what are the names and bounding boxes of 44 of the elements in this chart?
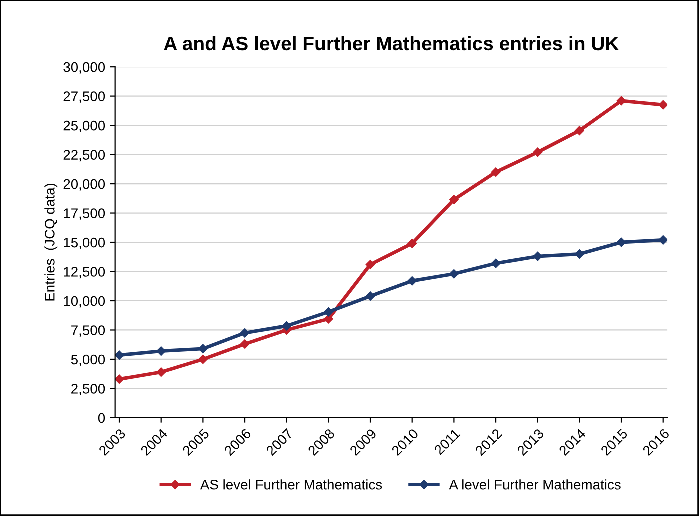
y-tick-label: 12,500 [64, 267, 106, 279]
point [324, 314, 334, 324]
y-tick-label: 5,000 [71, 354, 106, 366]
point [156, 368, 166, 377]
y-axis-title: Entries (JCQ data) [44, 184, 58, 301]
y-tick-label: 10,000 [64, 296, 106, 308]
y-tick-label: 0 [98, 413, 106, 424]
point [575, 126, 584, 136]
point [240, 328, 250, 338]
y-tick-label: 25,000 [64, 120, 106, 132]
point [282, 322, 292, 331]
legend-label: A level Further Mathematics [449, 480, 621, 490]
y-tick-label: 2,500 [72, 384, 106, 396]
point [450, 269, 459, 279]
point [156, 346, 166, 356]
point [616, 238, 626, 248]
point [240, 340, 250, 349]
point [491, 168, 501, 177]
y-tick-label: 20,000 [64, 179, 106, 191]
y-tick-label: 17,500 [64, 208, 106, 220]
legend-label: AS level Further Mathematics [200, 480, 382, 490]
point [408, 276, 417, 286]
point [575, 250, 584, 259]
point [324, 307, 334, 317]
point [450, 195, 459, 204]
point [115, 374, 124, 384]
point [366, 260, 376, 270]
y-tick-label: 15,000 [64, 238, 106, 250]
point [616, 96, 626, 106]
y-tick-label: 30,000 [64, 62, 106, 74]
point [366, 292, 376, 301]
y-tick-label: 7,500 [72, 326, 106, 338]
point [408, 239, 417, 248]
chart-title: A and AS level Further Mathematics entries in UK [164, 36, 620, 51]
y-tick-label: 22,500 [64, 150, 106, 162]
point [198, 344, 208, 354]
point [198, 354, 208, 364]
y-tick-label: 27,500 [64, 92, 106, 104]
point [658, 100, 668, 110]
point [658, 236, 668, 245]
point [533, 252, 542, 262]
point [491, 258, 501, 268]
point [115, 350, 124, 360]
point [533, 148, 542, 158]
